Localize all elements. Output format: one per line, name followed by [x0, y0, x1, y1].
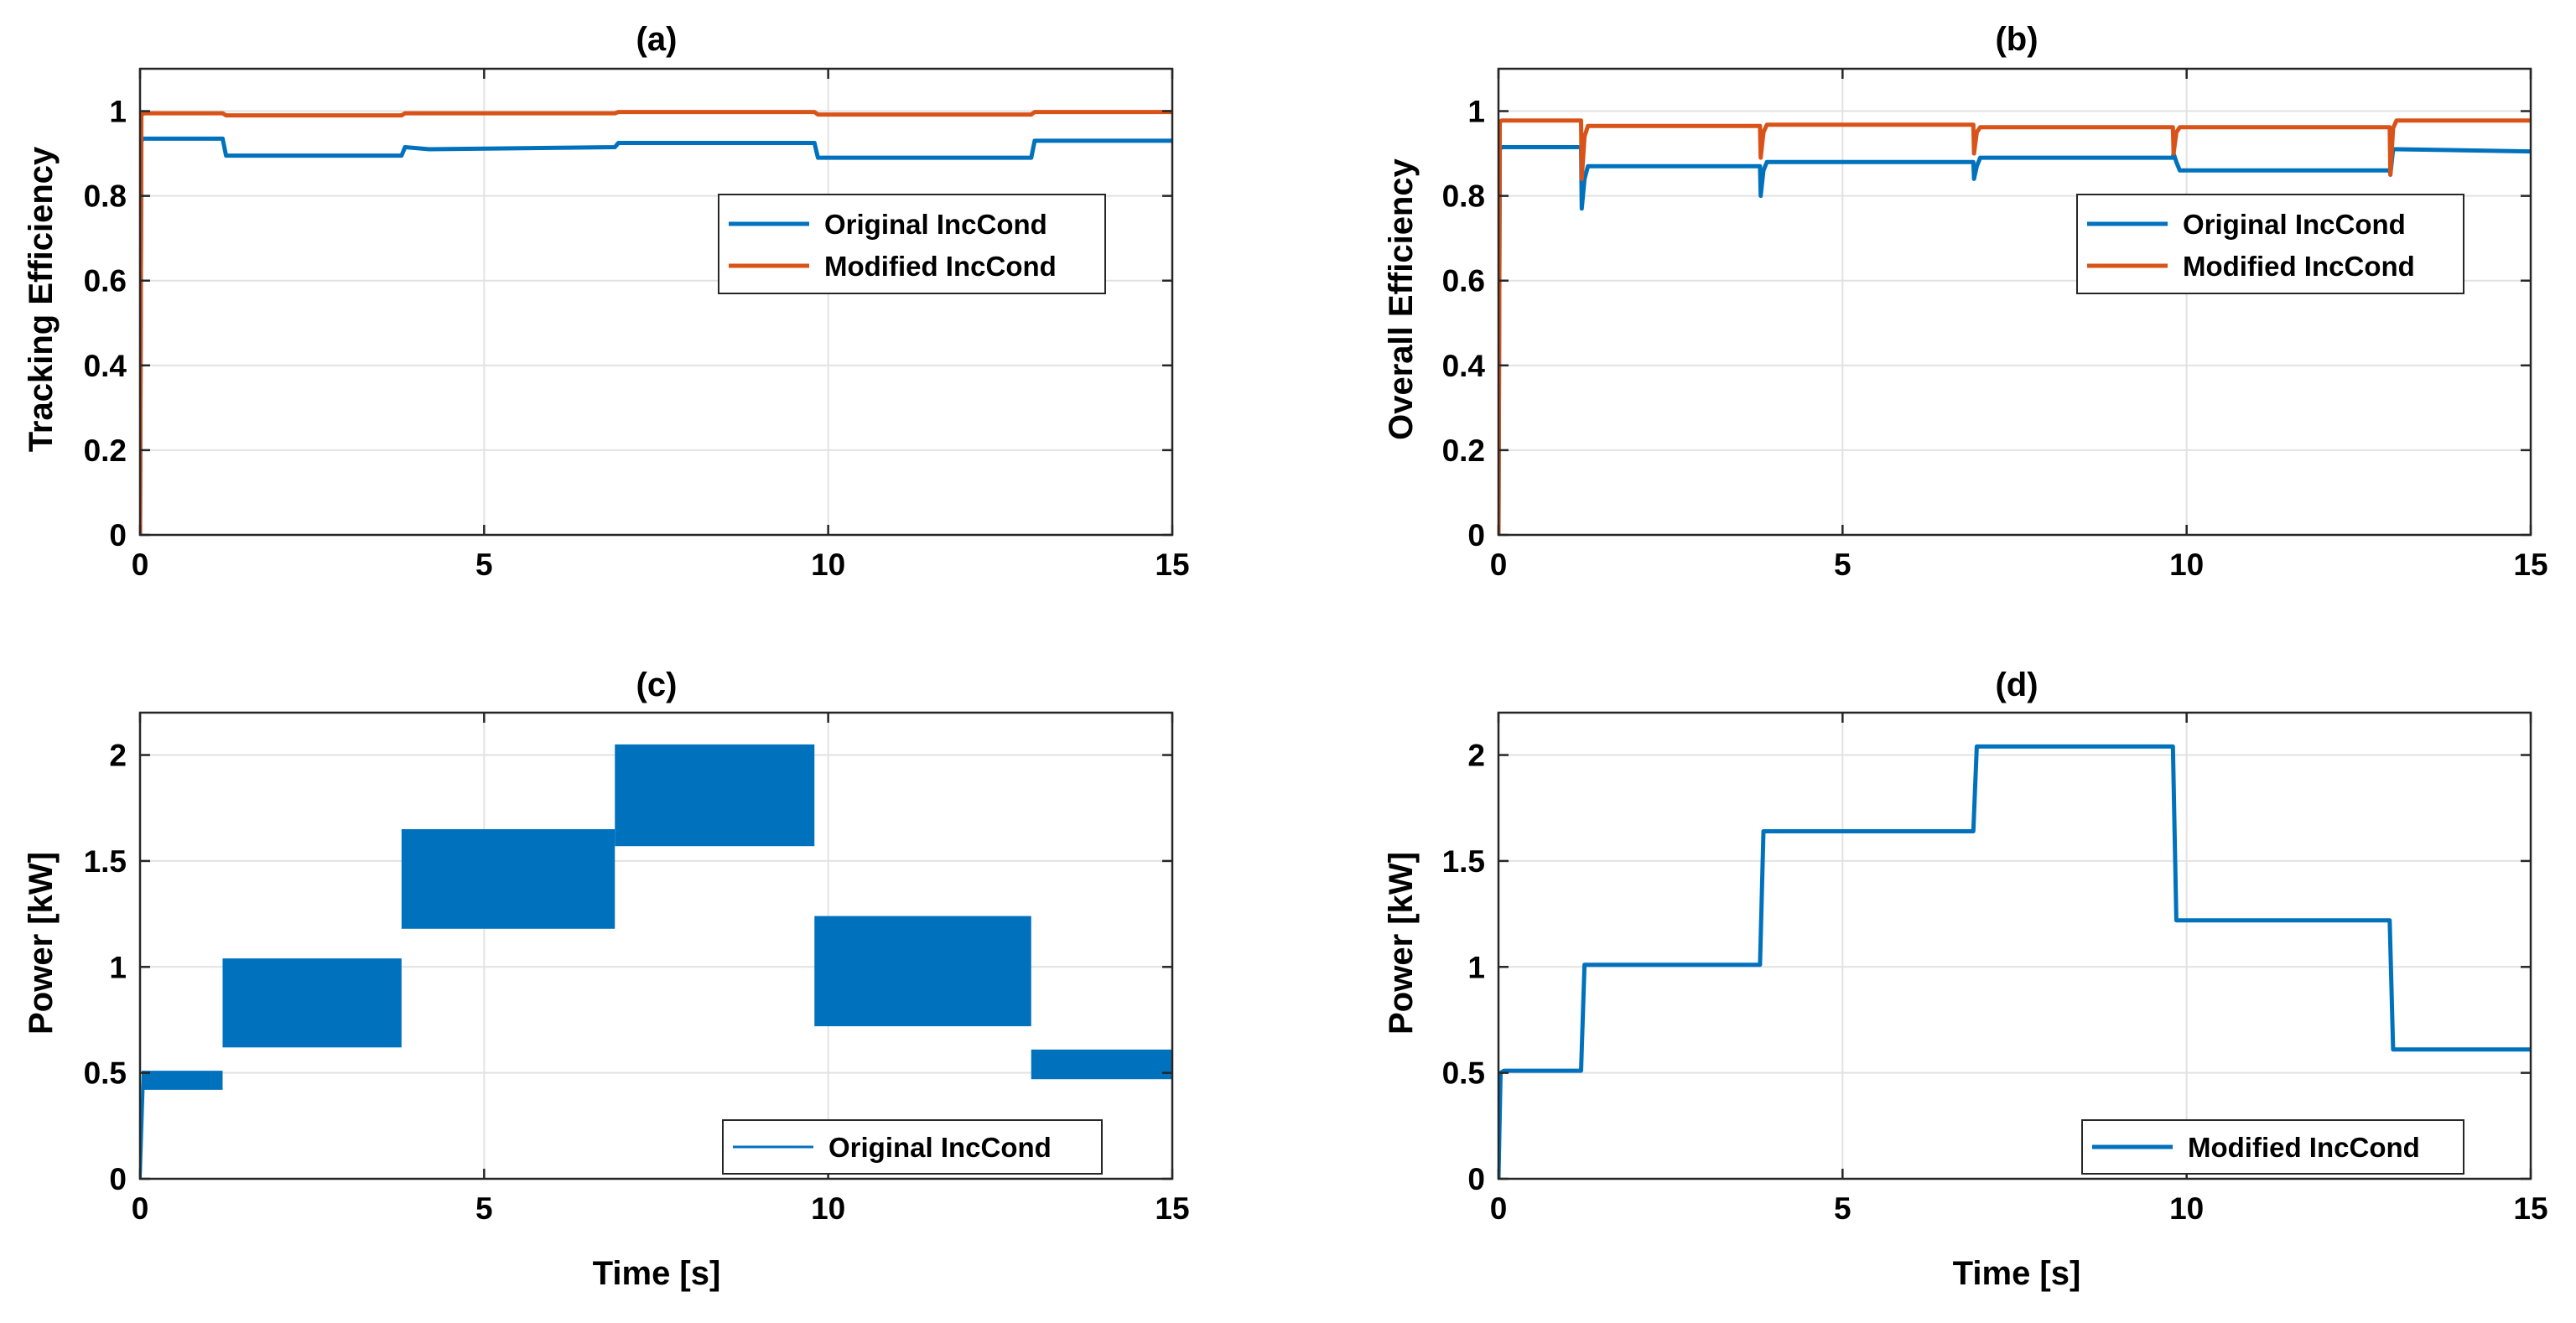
y-tick-label: 0 — [1467, 1162, 1485, 1196]
panel-b: (b) Overall Efficiency 0 5 10 1500.20.40.60… — [1383, 21, 2548, 582]
x-tick-label: 10 — [811, 547, 845, 582]
y-tick-label: 1 — [109, 950, 127, 984]
legend-label-original: Original IncCond — [824, 209, 1047, 240]
x-tick-label: 5 — [1834, 547, 1852, 582]
chart-title: (a) — [636, 21, 678, 58]
legend-label-original: Original IncCond — [828, 1132, 1052, 1163]
y-tick-label: 0.4 — [1442, 349, 1486, 383]
chart-title: (b) — [1995, 21, 2038, 58]
legend-label-modified: Modified IncCond — [2183, 251, 2415, 282]
legend-box — [2076, 194, 2464, 294]
chart-title: (d) — [1995, 667, 2038, 703]
legend-label-original: Original IncCond — [2183, 209, 2406, 240]
y-tick-label: 0.6 — [1442, 264, 1485, 298]
axes-box — [1497, 711, 2532, 1180]
x-tick-label: 15 — [1155, 1191, 1189, 1226]
y-tick-label: 1 — [1467, 95, 1485, 129]
x-tick-label: 0 — [1490, 1191, 1508, 1226]
y-tick-label: 0.8 — [1442, 179, 1485, 214]
y-axis-label: Overall Efficiency — [1383, 158, 1420, 439]
y-tick-label: 0.5 — [84, 1056, 127, 1091]
legend-box — [718, 194, 1106, 294]
plot-area: 0 5 10 15 0 0.2 0.4 0.6 0.8 1 — [1442, 67, 2548, 582]
axes-box — [138, 711, 1174, 1180]
legend: Original IncCond Modified IncCond — [2076, 194, 2464, 294]
series-band-segment — [401, 829, 615, 929]
y-axis-label: Power [kW] — [1383, 852, 1420, 1035]
axes-box — [138, 67, 1174, 537]
y-tick-label: 0.6 — [84, 264, 127, 298]
y-tick-label: 0 — [109, 518, 127, 553]
x-axis-label: Time [s] — [1953, 1255, 2081, 1292]
legend: Original IncCond — [722, 1119, 1103, 1175]
y-tick-label: 1 — [109, 95, 127, 129]
x-tick-label: 15 — [2513, 1191, 2547, 1226]
legend: Original IncCond Modified IncCond — [718, 194, 1106, 294]
panel-c: (c) Power [kW] Time [s] 0 5 10 1500.511.52 … — [23, 667, 1190, 1292]
x-tick-label: 5 — [475, 1191, 493, 1226]
series-group — [1498, 118, 2531, 535]
series-group — [1498, 744, 2531, 1179]
legend-label-modified: Modified IncCond — [824, 251, 1057, 282]
x-tick-label: 0 — [132, 547, 149, 582]
legend-label-modified: Modified IncCond — [2188, 1132, 2420, 1163]
series-line — [140, 136, 1172, 535]
x-tick-label: 15 — [1155, 547, 1189, 582]
y-tick-label: 0.5 — [1442, 1056, 1485, 1091]
series-group — [140, 110, 1172, 535]
y-tick-label: 0 — [109, 1162, 127, 1196]
x-tick-label: 10 — [2169, 1191, 2204, 1226]
series-band-segment — [814, 916, 1031, 1027]
y-axis-label: Power [kW] — [23, 852, 60, 1035]
plot-area: 0 5 10 15 0 0.5 1 1.5 2 — [84, 711, 1190, 1226]
x-tick-label: 10 — [2169, 547, 2204, 582]
chart-title: (c) — [636, 667, 678, 703]
y-tick-label: 2 — [1467, 739, 1485, 773]
y-tick-label: 2 — [109, 739, 127, 773]
x-tick-label: 5 — [1834, 1191, 1852, 1226]
y-axis-label: Tracking Efficiency — [23, 146, 60, 452]
series-line — [1498, 118, 2531, 535]
series-group — [140, 744, 1172, 1179]
x-tick-label: 10 — [811, 1191, 845, 1226]
plot-area: 0 5 10 15 0 0.5 1 1.5 2 — [1442, 711, 2548, 1226]
series-band-segment — [1031, 1049, 1172, 1080]
y-tick-label: 0.2 — [84, 433, 127, 468]
series-band-segment — [615, 744, 815, 847]
y-tick-label: 0.4 — [84, 349, 127, 383]
x-tick-label: 15 — [2513, 547, 2547, 582]
axes-box — [1497, 67, 2532, 537]
y-tick-label: 0.2 — [1442, 433, 1485, 468]
y-tick-label: 1.5 — [1442, 844, 1485, 879]
x-tick-label: 0 — [1490, 547, 1508, 582]
x-axis-label: Time [s] — [593, 1255, 721, 1292]
y-tick-label: 1 — [1467, 950, 1485, 984]
panel-a: (a) Tracking Efficiency 0 5 10 15 0 0.2 0.4 0.6… — [23, 21, 1190, 582]
x-tick-label: 5 — [475, 547, 493, 582]
series-band-segment — [143, 1071, 223, 1090]
series-band-segment — [222, 958, 402, 1048]
x-tick-label: 0 — [132, 1191, 149, 1226]
series-line — [140, 110, 1172, 535]
panel-d: (d) Power [kW] Time [s] 0 5 10 1500.511.52 … — [1383, 667, 2548, 1292]
series-line — [1498, 744, 2531, 1179]
y-tick-label: 1.5 — [84, 844, 127, 879]
y-tick-label: 0 — [1467, 518, 1485, 553]
legend: Modified IncCond — [2081, 1119, 2464, 1175]
y-tick-label: 0.8 — [84, 179, 127, 214]
